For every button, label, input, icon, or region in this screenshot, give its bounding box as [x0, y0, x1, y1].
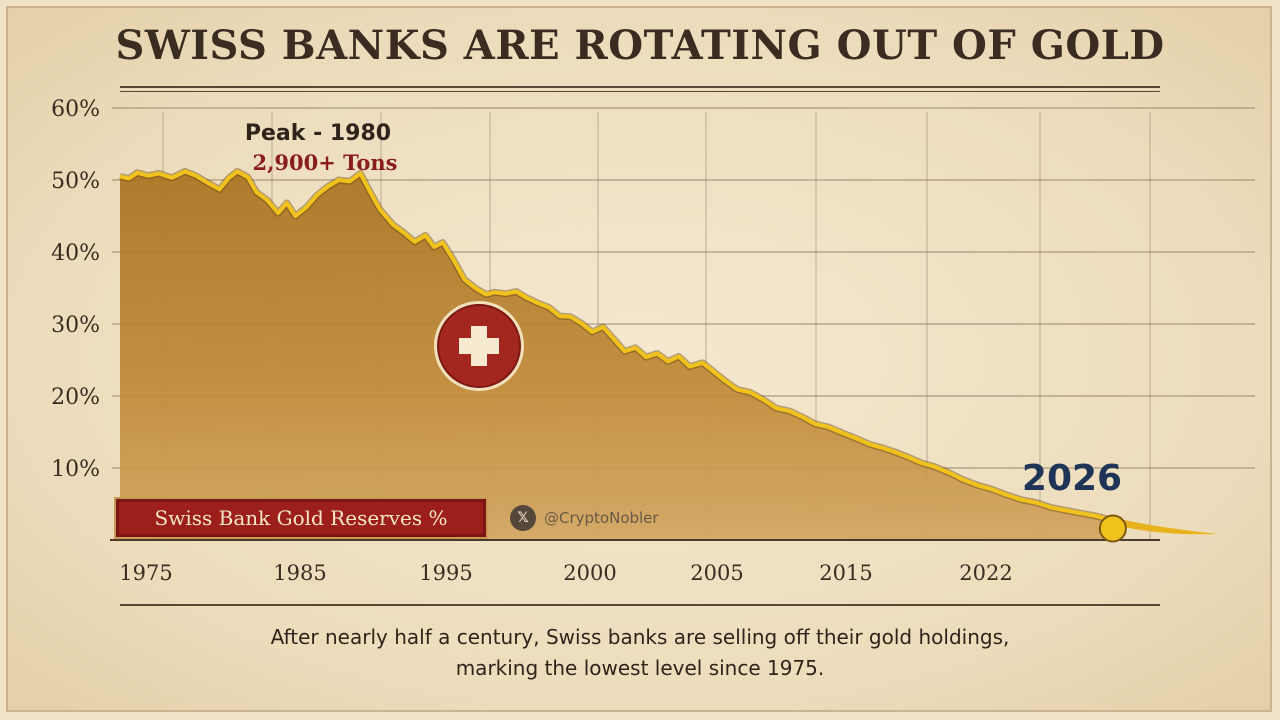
peak-tons: 2,900+ Tons — [253, 150, 398, 175]
x-tick-label: 2005 — [690, 561, 743, 585]
y-tick-label: 60% — [51, 97, 100, 122]
reserves-area — [120, 171, 1110, 540]
title-underline — [120, 86, 1160, 88]
peak-label: Peak - 1980 — [245, 121, 391, 146]
watermark-handle: @CryptoNobler — [544, 509, 659, 527]
chart-title: SWISS BANKS ARE ROTATING OUT OF GOLD — [115, 22, 1165, 69]
x-logo-icon: 𝕏 — [510, 505, 536, 531]
caption: After nearly half a century, Swiss banks… — [0, 622, 1280, 684]
end-year-label: 2026 — [1022, 458, 1122, 499]
legend-badge: Swiss Bank Gold Reserves % — [114, 497, 488, 539]
x-tick-label: 2000 — [563, 561, 616, 585]
caption-line-1: After nearly half a century, Swiss banks… — [270, 625, 1010, 649]
x-axis-ticks: 1975 1985 1995 2000 2005 2015 2022 — [119, 561, 1012, 585]
x-tick-label: 1985 — [273, 561, 326, 585]
x-tick-label: 2022 — [959, 561, 1012, 585]
caption-divider — [120, 604, 1160, 606]
y-axis-ticks: 10% 20% 30% 40% 50% 60% — [51, 97, 100, 482]
y-tick-label: 40% — [51, 241, 100, 266]
watermark: 𝕏 @CryptoNobler — [510, 505, 659, 531]
y-tick-label: 20% — [51, 385, 100, 410]
x-tick-label: 1975 — [119, 561, 172, 585]
end-point-marker — [1098, 514, 1127, 543]
title-underline-thin — [120, 91, 1160, 92]
y-tick-label: 30% — [51, 313, 100, 338]
x-tick-label: 1995 — [419, 561, 472, 585]
legend-label: Swiss Bank Gold Reserves % — [154, 506, 448, 530]
y-tick-label: 10% — [51, 457, 100, 482]
caption-line-2: marking the lowest level since 1975. — [455, 656, 825, 680]
reserves-line-tail — [1109, 516, 1218, 535]
x-tick-label: 2015 — [819, 561, 872, 585]
y-tick-label: 50% — [51, 169, 100, 194]
swiss-flag-icon — [434, 301, 524, 391]
reserves-line — [119, 169, 1111, 522]
